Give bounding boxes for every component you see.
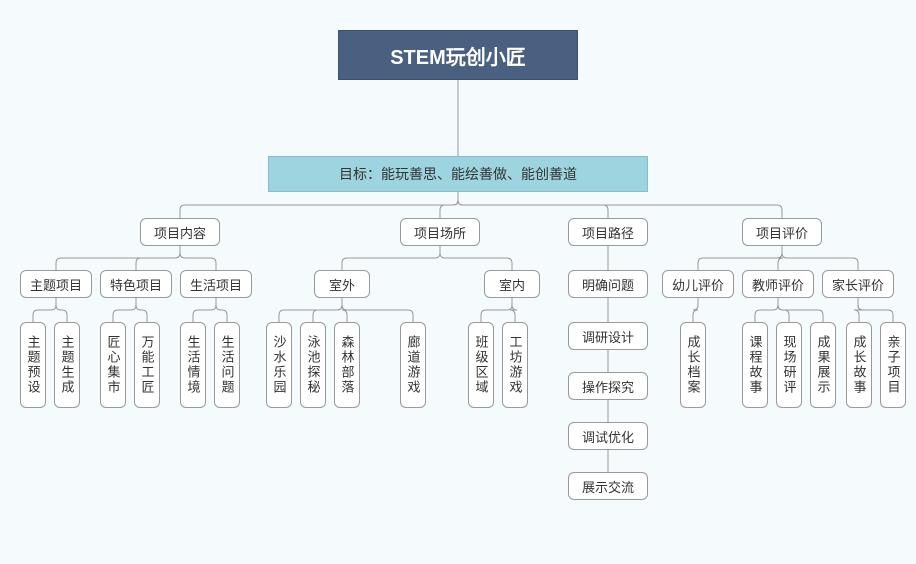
- leaf-1-0-2: 森林部落: [334, 322, 360, 408]
- leaf-0-1-1: 万能工匠: [134, 322, 160, 408]
- sub-3-2: 家长评价: [822, 270, 894, 298]
- leaf-0-2-0: 生活情境: [180, 322, 206, 408]
- leaf-1-0-0: 沙水乐园: [266, 322, 292, 408]
- leaf-3-1-2: 成果展示: [810, 322, 836, 408]
- leaf-1-0-3: 廊道游戏: [400, 322, 426, 408]
- category-2: 项目路径: [568, 218, 648, 246]
- leaf-3-1-1: 现场研评: [776, 322, 802, 408]
- goal-node: 目标：能玩善思、能绘善做、能创善道: [268, 156, 648, 192]
- leaf-1-1-0: 班级区域: [468, 322, 494, 408]
- category-0: 项目内容: [140, 218, 220, 246]
- category-3: 项目评价: [742, 218, 822, 246]
- seq-2-0-2: 调试优化: [568, 422, 648, 450]
- leaf-0-0-0: 主题预设: [20, 322, 46, 408]
- sub-2-0: 明确问题: [568, 270, 648, 298]
- sub-0-0: 主题项目: [20, 270, 92, 298]
- sub-3-1: 教师评价: [742, 270, 814, 298]
- seq-2-0-3: 展示交流: [568, 472, 648, 500]
- seq-2-0-1: 操作探究: [568, 372, 648, 400]
- leaf-3-0-0: 成长档案: [680, 322, 706, 408]
- category-1: 项目场所: [400, 218, 480, 246]
- leaf-3-2-1: 亲子项目: [880, 322, 906, 408]
- seq-2-0-0: 调研设计: [568, 322, 648, 350]
- sub-0-2: 生活项目: [180, 270, 252, 298]
- leaf-0-1-0: 匠心集市: [100, 322, 126, 408]
- leaf-1-1-1: 工坊游戏: [502, 322, 528, 408]
- leaf-0-2-1: 生活问题: [214, 322, 240, 408]
- sub-1-1: 室内: [484, 270, 540, 298]
- root-node: STEM玩创小匠: [338, 30, 578, 80]
- sub-0-1: 特色项目: [100, 270, 172, 298]
- leaf-3-1-0: 课程故事: [742, 322, 768, 408]
- leaf-3-2-0: 成长故事: [846, 322, 872, 408]
- leaf-1-0-1: 泳池探秘: [300, 322, 326, 408]
- sub-3-0: 幼儿评价: [662, 270, 734, 298]
- leaf-0-0-1: 主题生成: [54, 322, 80, 408]
- sub-1-0: 室外: [314, 270, 370, 298]
